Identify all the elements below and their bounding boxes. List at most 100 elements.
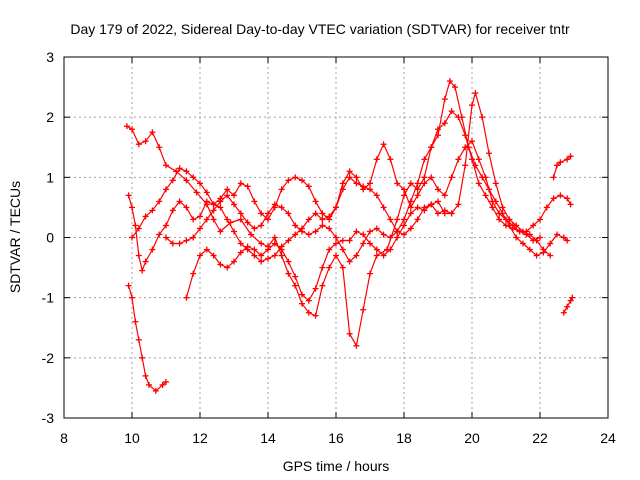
data-point (193, 189, 200, 196)
data-point (421, 207, 428, 214)
data-point (319, 282, 326, 289)
data-point (244, 243, 251, 250)
data-point (486, 186, 492, 193)
data-point (414, 204, 421, 211)
data-point (135, 252, 142, 259)
data-layer (123, 78, 576, 394)
data-point (244, 183, 251, 190)
data-point (401, 231, 407, 238)
data-point (312, 210, 319, 217)
data-point (333, 204, 339, 211)
data-point (360, 183, 367, 190)
data-point (394, 180, 401, 187)
data-point (380, 141, 387, 148)
data-point (353, 252, 360, 259)
data-point (183, 237, 190, 244)
data-point (163, 162, 169, 169)
data-point (149, 207, 156, 214)
data-point (183, 204, 190, 211)
y-tick-label: -1 (42, 290, 55, 306)
data-point (183, 294, 190, 301)
data-point (472, 162, 479, 169)
data-point (569, 294, 576, 301)
data-point (258, 252, 265, 259)
data-point (231, 201, 237, 208)
data-point (339, 264, 346, 271)
data-point (333, 234, 339, 241)
data-point (554, 231, 560, 238)
data-point (237, 249, 244, 256)
data-point (271, 252, 278, 259)
data-point (339, 237, 346, 244)
data-point (299, 177, 305, 184)
data-point (142, 258, 149, 265)
data-point (513, 234, 520, 241)
data-point (224, 186, 231, 193)
data-point (526, 246, 533, 253)
data-point (387, 234, 394, 241)
data-point (319, 210, 326, 217)
data-point (564, 156, 571, 163)
data-point (292, 282, 299, 289)
data-point (139, 354, 146, 361)
data-point (560, 309, 567, 316)
x-tick-label: 10 (124, 430, 140, 446)
data-point (163, 234, 169, 241)
data-point (567, 153, 574, 160)
y-tick-label: -3 (42, 410, 55, 426)
data-point (367, 180, 373, 187)
data-point (401, 216, 407, 223)
data-point (407, 225, 414, 232)
data-point (387, 156, 394, 163)
data-point (387, 246, 394, 253)
x-tick-label: 12 (192, 430, 208, 446)
data-point (224, 264, 231, 271)
data-point (292, 231, 299, 238)
data-point (458, 114, 465, 121)
data-point (169, 177, 176, 184)
data-point (537, 216, 543, 223)
data-point (526, 231, 533, 238)
data-point (499, 210, 506, 217)
data-point (373, 246, 380, 253)
data-point (203, 198, 210, 205)
series-track-3 (128, 140, 572, 272)
data-point (482, 192, 489, 199)
data-point (441, 192, 448, 199)
data-point (125, 282, 132, 289)
data-point (373, 225, 380, 232)
data-point (360, 240, 367, 247)
data-point (367, 270, 373, 277)
data-point (414, 180, 421, 187)
data-point (312, 312, 319, 319)
data-point (380, 204, 387, 211)
data-point (421, 180, 428, 187)
data-point (435, 132, 441, 139)
data-point (251, 246, 258, 253)
data-point (190, 270, 197, 277)
data-point (278, 252, 285, 259)
data-point (217, 228, 224, 235)
data-point (537, 234, 543, 241)
data-point (292, 273, 299, 280)
data-point (475, 180, 482, 187)
data-point (237, 216, 244, 223)
data-point (435, 126, 441, 133)
data-point (387, 216, 394, 223)
data-point (486, 150, 492, 157)
data-point (142, 213, 149, 220)
data-point (550, 195, 557, 202)
data-point (367, 186, 373, 193)
data-point (428, 174, 435, 181)
data-point (156, 144, 163, 151)
data-point (163, 222, 169, 229)
data-point (190, 174, 197, 181)
x-tick-label: 16 (328, 430, 344, 446)
data-point (401, 222, 407, 229)
data-point (278, 204, 285, 211)
data-point (149, 246, 156, 253)
data-point (176, 198, 183, 205)
data-point (142, 138, 149, 145)
data-point (479, 114, 486, 121)
data-point (465, 144, 472, 151)
